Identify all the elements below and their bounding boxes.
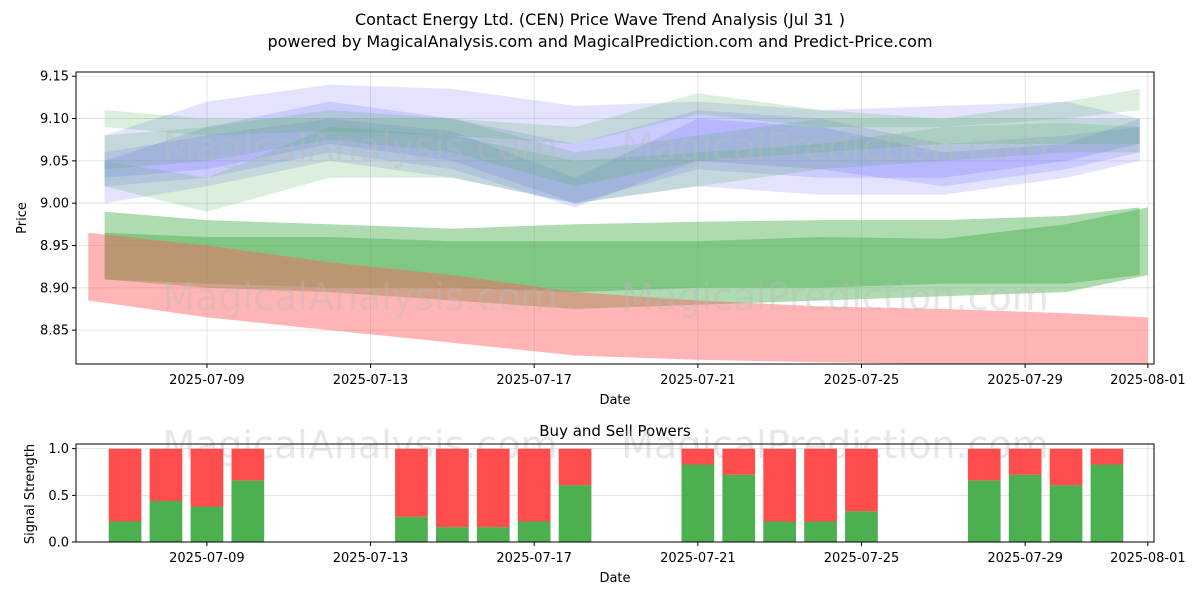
signal-ytick-label: 0.5 bbox=[48, 489, 69, 504]
buy-bar bbox=[558, 485, 592, 542]
green-wave-3 bbox=[104, 110, 1140, 187]
signal-x-axis: 2025-07-09 2025-07-13 2025-07-17 2025-07-21… bbox=[169, 542, 1186, 566]
chart-title: Contact Energy Ltd. (CEN) Price Wave Tre… bbox=[355, 10, 845, 29]
price-plot: MagicalAnalysis.com MagicalPrediction.co… bbox=[15, 70, 1186, 408]
sell-bar bbox=[1049, 448, 1083, 486]
blue-band-1 bbox=[104, 84, 1140, 204]
sell-bar bbox=[395, 448, 428, 517]
price-ytick-label: 9.00 bbox=[40, 197, 69, 212]
buy-bar bbox=[190, 506, 224, 542]
buy-bar bbox=[1090, 464, 1124, 542]
sell-bar bbox=[1090, 448, 1124, 465]
signal-ytick-label: 1.0 bbox=[48, 442, 69, 457]
buy-bar bbox=[149, 500, 183, 542]
price-ytick-label: 8.90 bbox=[40, 281, 69, 296]
watermark-3: MagicalAnalysis.com bbox=[162, 125, 557, 169]
blue-band-2 bbox=[104, 118, 1140, 208]
sell-bar bbox=[681, 448, 715, 465]
buy-bar bbox=[1049, 485, 1083, 542]
sell-bar bbox=[108, 448, 142, 522]
signal-xtick-label: 2025-07-29 bbox=[987, 551, 1063, 566]
signal-plot-frame bbox=[75, 443, 1155, 543]
buy-bar bbox=[722, 474, 756, 542]
signal-ytick-label: 0.0 bbox=[48, 536, 69, 551]
watermark-2: MagicalPrediction.com bbox=[621, 275, 1049, 319]
buy-bar bbox=[476, 527, 510, 542]
signal-bars bbox=[108, 448, 1124, 542]
buy-bar bbox=[1008, 474, 1042, 542]
price-y-axis: 8.85 8.90 8.95 9.00 9.05 9.10 9.15 bbox=[40, 70, 76, 339]
price-ytick-label: 9.10 bbox=[40, 112, 69, 127]
price-ytick-label: 8.95 bbox=[40, 239, 69, 254]
price-xtick-label: 2025-07-25 bbox=[824, 373, 900, 388]
sell-bar bbox=[231, 448, 265, 481]
price-bands bbox=[88, 84, 1148, 364]
price-xtick-label: 2025-07-17 bbox=[496, 373, 572, 388]
price-xtick-label: 2025-07-09 bbox=[169, 373, 245, 388]
sell-bar bbox=[722, 448, 756, 475]
blue-band-3 bbox=[104, 101, 1140, 204]
green-wave-2 bbox=[104, 122, 1140, 212]
buy-bar bbox=[681, 464, 715, 542]
signal-x-label: Date bbox=[599, 571, 630, 586]
signal-title: Buy and Sell Powers bbox=[539, 422, 691, 440]
signal-xtick-label: 2025-07-21 bbox=[660, 551, 736, 566]
sell-bar bbox=[1008, 448, 1042, 475]
buy-bar bbox=[517, 521, 551, 542]
buy-bar bbox=[436, 527, 469, 542]
sell-bar bbox=[967, 448, 1001, 481]
sell-bar bbox=[517, 448, 551, 522]
price-xtick-label: 2025-07-21 bbox=[660, 373, 736, 388]
buy-bar bbox=[967, 480, 1001, 542]
buy-bar bbox=[395, 516, 428, 542]
watermark-1: MagicalAnalysis.com bbox=[162, 275, 557, 319]
sell-bar bbox=[190, 448, 224, 507]
sell-bar bbox=[149, 448, 183, 501]
chart-subtitle: powered by MagicalAnalysis.com and Magic… bbox=[267, 32, 932, 51]
signal-xtick-label: 2025-07-25 bbox=[824, 551, 900, 566]
price-ytick-label: 8.85 bbox=[40, 324, 69, 339]
price-plot-frame bbox=[75, 71, 1155, 365]
sell-bar bbox=[804, 448, 837, 522]
price-xtick-label: 2025-07-29 bbox=[987, 373, 1063, 388]
signal-xtick-label: 2025-07-13 bbox=[333, 551, 409, 566]
buy-bar bbox=[231, 480, 265, 542]
buy-bar bbox=[804, 521, 837, 542]
red-band bbox=[88, 232, 1148, 364]
green-wave-1 bbox=[104, 88, 1140, 144]
signal-y-axis: 0.0 0.5 1.0 bbox=[48, 442, 76, 551]
price-ytick-label: 9.05 bbox=[40, 154, 69, 169]
buy-bar bbox=[845, 511, 878, 542]
price-x-axis: 2025-07-09 2025-07-13 2025-07-17 2025-07-21… bbox=[169, 364, 1186, 388]
signal-xtick-label: 2025-07-09 bbox=[169, 551, 245, 566]
sell-bar bbox=[558, 448, 592, 486]
price-xtick-label: 2025-08-01 bbox=[1110, 373, 1186, 388]
price-ytick-label: 9.15 bbox=[40, 70, 69, 85]
sell-bar bbox=[436, 448, 469, 528]
price-xtick-label: 2025-07-13 bbox=[333, 373, 409, 388]
sell-bar bbox=[476, 448, 510, 528]
signal-y-label: Signal Strength bbox=[23, 444, 38, 544]
price-x-label: Date bbox=[599, 393, 630, 408]
sell-bar bbox=[845, 448, 878, 512]
sell-bar bbox=[763, 448, 796, 522]
watermark-4: MagicalPrediction.com bbox=[621, 125, 1049, 169]
signal-xtick-label: 2025-08-01 bbox=[1110, 551, 1186, 566]
upper-green-band bbox=[104, 207, 1140, 293]
price-y-label: Price bbox=[15, 202, 30, 234]
signal-plot: Buy and Sell Powers MagicalAnalysis.com … bbox=[23, 422, 1186, 586]
buy-bar bbox=[108, 521, 142, 542]
buy-bar bbox=[763, 521, 796, 542]
signal-xtick-label: 2025-07-17 bbox=[496, 551, 572, 566]
price-grid bbox=[76, 72, 1154, 364]
lower-green-band bbox=[104, 207, 1148, 309]
